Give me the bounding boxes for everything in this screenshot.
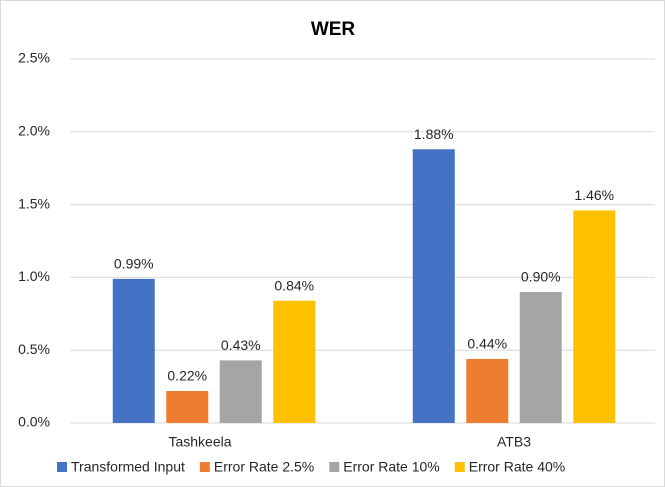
data-label: 0.44% [467, 336, 507, 352]
legend-swatch [454, 462, 465, 472]
bar [273, 300, 316, 423]
data-label: 0.90% [521, 269, 561, 285]
y-tick-label: 1.5% [18, 195, 50, 211]
bar [112, 278, 155, 423]
bar [219, 360, 262, 423]
data-label: 0.43% [221, 337, 261, 353]
legend-label: Transformed Input [71, 459, 185, 475]
bar [519, 291, 562, 423]
y-tick-label: 0.5% [18, 341, 50, 357]
chart-title: WER [311, 19, 356, 40]
bar [466, 358, 509, 423]
legend-swatch [329, 462, 340, 472]
bar [573, 210, 616, 423]
y-tick-label: 2.5% [18, 50, 50, 66]
legend-label: Error Rate 10% [343, 459, 439, 475]
data-label: 0.22% [167, 368, 207, 384]
data-label: 0.99% [114, 256, 154, 272]
y-tick-label: 2.0% [18, 123, 50, 139]
x-tick-label: Tashkeela [168, 434, 231, 450]
y-tick-label: 0.0% [18, 414, 50, 430]
data-label: 1.88% [414, 126, 454, 142]
data-label: 0.84% [274, 277, 314, 293]
y-tick-label: 1.0% [18, 268, 50, 284]
legend-label: Error Rate 2.5% [214, 459, 314, 475]
x-tick-label: ATB3 [497, 434, 531, 450]
bar [412, 149, 455, 423]
data-label: 1.46% [574, 187, 614, 203]
bar [166, 390, 209, 423]
legend-swatch [57, 462, 67, 472]
legend-label: Error Rate 40% [469, 459, 565, 475]
legend-swatch [199, 462, 210, 472]
